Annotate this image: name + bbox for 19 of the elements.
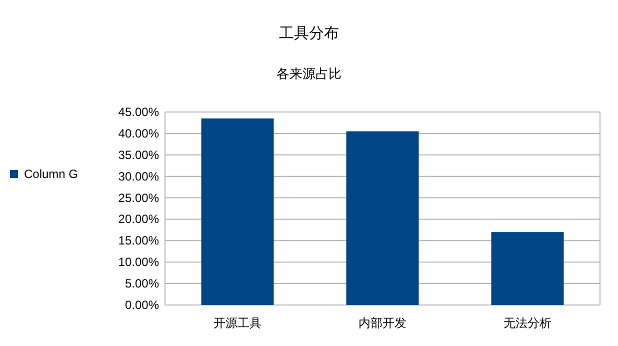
y-tick-label: 5.00% <box>124 276 160 291</box>
y-tick-label: 10.00% <box>118 255 160 270</box>
y-tick-label: 20.00% <box>118 212 160 226</box>
y-tick-label: 25.00% <box>118 190 160 205</box>
bar <box>346 131 419 305</box>
chart-title: 工具分布 <box>279 25 339 42</box>
x-tick-label: 开源工具 <box>214 316 262 330</box>
y-tick-label: 30.00% <box>118 169 160 184</box>
y-tick-label: 35.00% <box>118 148 160 162</box>
legend-label: Column G <box>24 167 78 181</box>
y-tick-label: 40.00% <box>118 126 160 140</box>
x-tick-label: 内部开发 <box>358 316 406 330</box>
bar <box>491 232 564 305</box>
chart-subtitle: 各来源占比 <box>276 66 342 81</box>
y-tick-label: 45.00% <box>118 105 160 119</box>
y-tick-label: 15.00% <box>118 234 160 248</box>
bar <box>201 118 274 305</box>
x-tick-label: 无法分析 <box>504 316 552 330</box>
y-tick-label: 0.00% <box>124 298 160 312</box>
